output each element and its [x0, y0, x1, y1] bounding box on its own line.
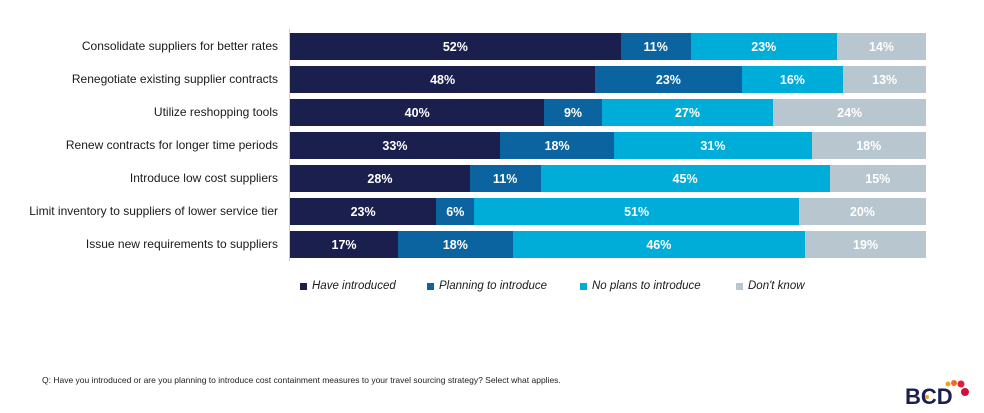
bar-segment: 6% — [436, 198, 475, 225]
data-label: 45% — [672, 171, 698, 186]
data-label: 52% — [442, 39, 468, 54]
data-label: 46% — [646, 237, 672, 252]
bar-segment: 11% — [620, 33, 691, 60]
bar-segment: 33% — [290, 132, 500, 159]
bar-segment: 18% — [398, 231, 513, 258]
data-label: 13% — [872, 72, 898, 87]
legend-label: Planning to introduce — [439, 280, 548, 292]
bar-segment: 51% — [474, 198, 799, 225]
bar-segment: 23% — [290, 198, 437, 225]
bar-segment: 23% — [690, 33, 837, 60]
bar-segment: 9% — [544, 99, 602, 126]
data-label: 23% — [350, 204, 376, 219]
legend-swatch — [427, 282, 434, 290]
bar-segment: 23% — [595, 66, 742, 93]
bar-segment: 45% — [540, 165, 830, 192]
data-label: 17% — [331, 237, 357, 252]
data-label: 31% — [700, 138, 726, 153]
legend-item: Have introduced — [300, 280, 396, 292]
data-label: 16% — [779, 72, 805, 87]
data-label: 23% — [751, 39, 777, 54]
legend-item: Don't know — [736, 280, 805, 292]
data-label: 19% — [853, 237, 879, 252]
bar-segment: 18% — [811, 132, 926, 159]
category-label: Renegotiate existing supplier contracts — [71, 72, 278, 86]
data-label: 48% — [430, 72, 456, 87]
bar-segment: 19% — [805, 231, 926, 258]
survey-question: Q: Have you introduced or are you planni… — [42, 375, 561, 385]
bar-segment: 13% — [843, 66, 926, 93]
bar-segment: 18% — [499, 132, 615, 159]
data-label: 9% — [563, 105, 583, 120]
category-label: Renew contracts for longer time periods — [65, 138, 278, 152]
data-label: 23% — [655, 72, 681, 87]
legend-swatch — [580, 282, 587, 290]
bcd-logo: BCD — [905, 380, 969, 408]
bar-segment: 14% — [836, 33, 926, 60]
category-axis — [289, 29, 290, 261]
data-label: 11% — [493, 171, 518, 186]
legend-label: Have introduced — [312, 280, 396, 292]
data-label: 27% — [674, 105, 700, 120]
data-label: 51% — [624, 204, 650, 219]
bar-segment: 11% — [469, 165, 541, 192]
data-label: 18% — [856, 138, 882, 153]
bar-segment: 46% — [512, 231, 806, 258]
category-label: Utilize reshopping tools — [153, 105, 278, 119]
legend-label: Don't know — [748, 280, 805, 292]
data-label: 14% — [868, 39, 894, 54]
bar-segment: 40% — [290, 99, 545, 126]
legend-item: Planning to introduce — [427, 280, 547, 292]
bar-segment: 27% — [601, 99, 774, 126]
data-label: 15% — [865, 171, 891, 186]
bar-segment: 17% — [290, 231, 399, 258]
data-label: 40% — [404, 105, 430, 120]
bar-segment: 16% — [741, 66, 844, 93]
bar-segment: 52% — [290, 33, 621, 60]
data-label: 33% — [382, 138, 408, 153]
data-label: 24% — [837, 105, 863, 120]
legend-item: No plans to introduce — [580, 280, 701, 292]
category-label: Issue new requirements to suppliers — [85, 237, 278, 251]
legend-swatch — [736, 282, 743, 290]
svg-text:BCD: BCD — [905, 384, 953, 408]
bar-segment: 24% — [773, 99, 926, 126]
bar-segment: 48% — [290, 66, 596, 93]
legend-swatch — [300, 282, 307, 290]
data-label: 18% — [442, 237, 468, 252]
bar-segment: 15% — [829, 165, 926, 192]
bar-segment: 31% — [614, 132, 812, 159]
data-label: 6% — [446, 204, 465, 219]
category-label: Consolidate suppliers for better rates — [81, 39, 278, 53]
category-label: Introduce low cost suppliers — [129, 171, 278, 185]
bar-segment: 28% — [290, 165, 470, 192]
data-label: 20% — [849, 204, 875, 219]
data-label: 18% — [544, 138, 570, 153]
data-label: 11% — [643, 39, 668, 54]
category-label: Limit inventory to suppliers of lower se… — [29, 204, 278, 218]
legend-label: No plans to introduce — [592, 280, 701, 292]
bar-segment: 20% — [798, 198, 926, 225]
data-label: 28% — [367, 171, 393, 186]
